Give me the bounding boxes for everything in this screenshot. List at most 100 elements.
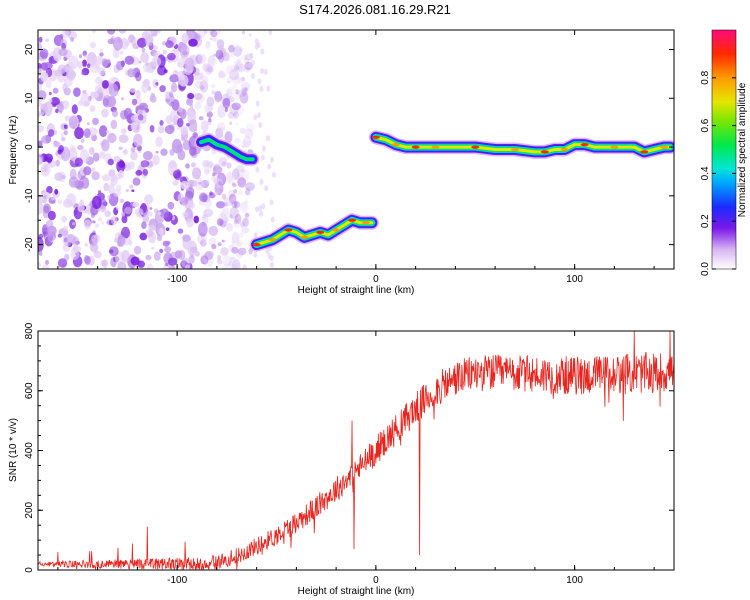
- noise-speck: [181, 33, 189, 44]
- noise-speck: [84, 243, 88, 247]
- colorbar-ticks: 0.0 0.2 0.4 0.6 0.8: [700, 70, 736, 276]
- ridge-2-peak: [316, 230, 325, 234]
- snr-x-tick-label: -100: [167, 575, 187, 586]
- noise-speck: [237, 63, 246, 73]
- noise-speck: [232, 46, 242, 57]
- noise-speck: [152, 154, 160, 166]
- ridge-3-peak: [431, 145, 440, 149]
- noise-speck: [168, 102, 174, 107]
- noise-speck: [136, 37, 147, 48]
- noise-speck: [272, 171, 276, 178]
- noise-speck: [52, 87, 59, 94]
- noise-speck: [145, 229, 154, 238]
- noise-speck: [130, 146, 136, 153]
- heatmap-y-axis-label: Frequency (Hz): [8, 116, 19, 185]
- noise-speck: [218, 212, 228, 227]
- noise-speck: [231, 263, 238, 269]
- noise-speck: [236, 77, 244, 84]
- noise-speck: [129, 184, 133, 189]
- noise-speck: [244, 199, 249, 204]
- noise-speck: [164, 246, 172, 253]
- noise-speck: [142, 62, 152, 73]
- noise-speck: [121, 215, 128, 224]
- noise-speck: [150, 95, 154, 101]
- noise-speck: [140, 52, 150, 63]
- snr-y-tick-label: 600: [24, 382, 35, 399]
- noise-speck: [60, 133, 64, 139]
- noise-speck: [125, 189, 130, 192]
- noise-speck: [234, 92, 240, 100]
- noise-speck: [92, 117, 99, 126]
- noise-speck: [254, 43, 259, 50]
- noise-speck: [244, 87, 248, 91]
- noise-speck: [141, 47, 146, 53]
- ridge-2-peak: [284, 228, 293, 232]
- noise-speck: [64, 253, 70, 261]
- noise-speck: [158, 227, 165, 236]
- noise-speck: [208, 225, 219, 236]
- noise-speck: [221, 93, 231, 107]
- noise-speck: [197, 53, 207, 64]
- noise-speck: [144, 194, 154, 205]
- noise-speck: [231, 259, 241, 269]
- noise-speck: [62, 234, 73, 247]
- noise-speck: [94, 84, 105, 93]
- noise-speck: [114, 238, 119, 243]
- noise-speck: [90, 91, 99, 99]
- noise-speck: [80, 92, 90, 107]
- noise-speck: [185, 186, 195, 199]
- noise-speck: [127, 68, 136, 78]
- noise-speck: [240, 90, 246, 97]
- heatmap-x-tick-label: 0: [373, 274, 379, 285]
- noise-speck: [233, 217, 242, 229]
- noise-speck: [168, 91, 174, 98]
- noise-speck: [217, 104, 226, 119]
- noise-speck: [236, 174, 245, 186]
- noise-speck: [92, 30, 96, 33]
- noise-speck: [234, 201, 238, 207]
- ridge-2-peak: [300, 235, 309, 239]
- noise-speck: [195, 54, 203, 64]
- noise-speck: [137, 114, 144, 121]
- colorbar-tick-label: 0.8: [700, 70, 711, 84]
- noise-speck: [77, 203, 85, 213]
- noise-speck: [240, 221, 245, 228]
- noise-speck: [177, 61, 182, 67]
- noise-speck: [233, 137, 241, 144]
- noise-speck: [253, 232, 258, 239]
- noise-speck: [106, 30, 116, 35]
- noise-speck: [230, 64, 236, 73]
- noise-speck: [94, 223, 100, 229]
- noise-speck: [198, 200, 204, 206]
- noise-speck: [122, 149, 128, 155]
- noise-speck: [101, 108, 109, 118]
- noise-speck: [169, 148, 175, 156]
- noise-speck: [205, 64, 213, 76]
- noise-speck: [191, 162, 196, 168]
- noise-speck: [255, 166, 260, 173]
- snr-y-axis-label: SNR (10 * v/v): [8, 418, 19, 482]
- noise-speck: [172, 180, 179, 186]
- noise-speck: [44, 61, 53, 70]
- heatmap-y-tick-label: 20: [24, 44, 35, 56]
- noise-speck: [40, 71, 49, 82]
- noise-speck: [117, 234, 126, 247]
- noise-speck: [234, 64, 239, 71]
- noise-speck: [57, 258, 68, 268]
- noise-speck: [75, 173, 82, 180]
- noise-speck: [91, 195, 102, 209]
- noise-speck: [89, 104, 96, 113]
- noise-speck: [48, 91, 52, 96]
- heatmap-x-tick-label: -100: [167, 274, 187, 285]
- noise-speck: [182, 211, 189, 218]
- noise-speck: [55, 108, 59, 114]
- ridge-2-peak: [268, 238, 277, 242]
- noise-speck: [87, 63, 91, 68]
- noise-speck: [228, 256, 237, 264]
- noise-speck: [134, 208, 144, 217]
- noise-speck: [180, 48, 189, 60]
- noise-speck: [58, 145, 64, 153]
- noise-speck: [213, 177, 224, 189]
- noise-speck: [220, 247, 229, 256]
- noise-speck: [120, 50, 124, 55]
